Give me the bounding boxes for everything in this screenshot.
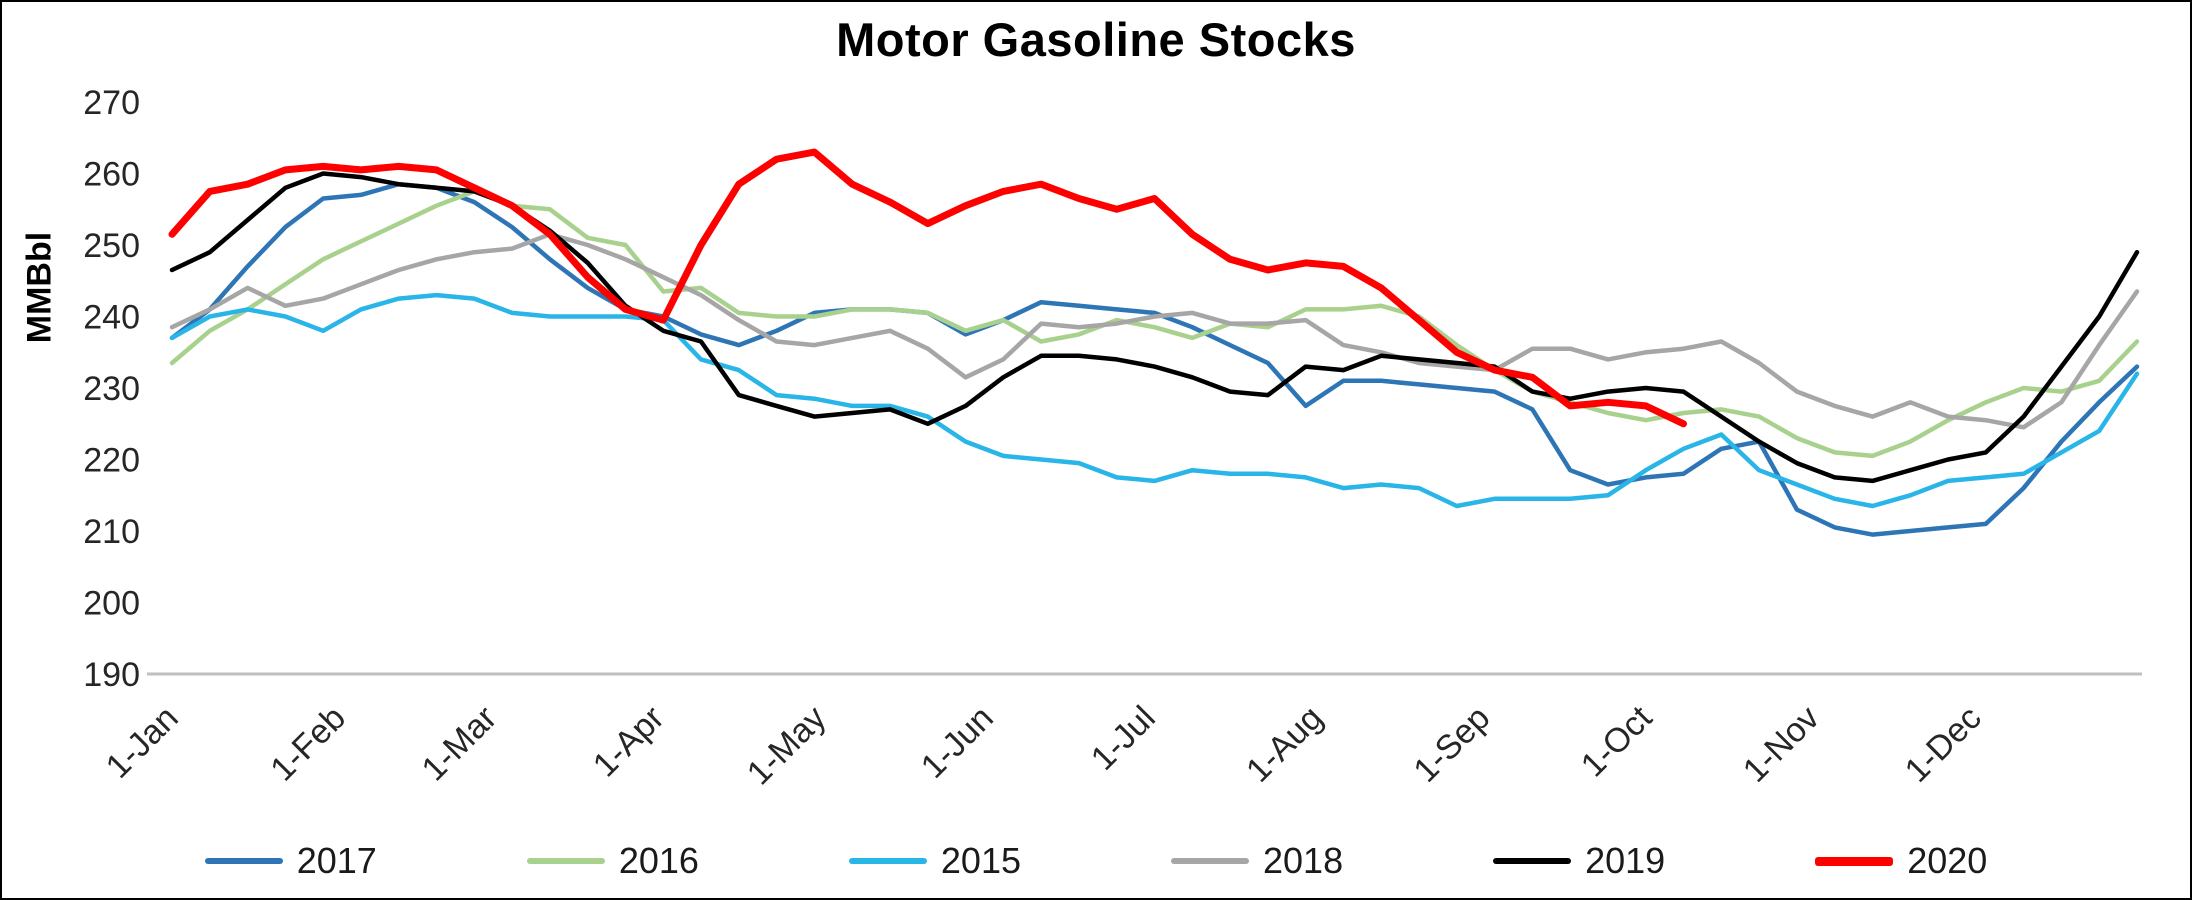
y-tick-label: 270 [83,84,140,122]
series-line-2020 [168,148,1687,428]
legend-swatch-2018 [1171,858,1249,864]
legend-swatch-2016 [526,858,605,864]
x-tick-label: 1-Oct [1574,698,1660,784]
y-tick-label: 260 [83,156,140,194]
x-tick-label: 1-Feb [263,699,353,789]
y-tick-label: 250 [83,227,140,265]
y-tick-label: 190 [83,656,140,694]
x-tick-label: 1-May [740,699,834,793]
legend-swatch-2015 [848,858,927,864]
legend-label: 2018 [1263,840,1344,881]
legend-label: 2019 [1585,840,1666,881]
legend-label: 2020 [1907,840,1988,881]
series-line-2015 [169,292,2140,509]
y-tick-label: 200 [83,585,140,623]
y-tick-label: 220 [83,442,140,480]
x-tick-label: 1-Aug [1239,699,1330,790]
y-tick-label: 230 [83,370,140,408]
x-tick-label: 1-Mar [415,699,505,789]
legend-swatch-2017 [204,858,283,864]
legend-item-2020: 2020 [1815,840,1987,882]
legend-swatch-2019 [1493,858,1572,864]
chart-title: Motor Gasoline Stocks [836,13,1356,66]
series-line-2017 [169,181,2140,537]
y-tick-label: 210 [83,513,140,551]
legend-item-2017: 2017 [204,840,377,882]
x-tick-label: 1-Sep [1406,699,1497,790]
series-line-2018 [169,232,2140,430]
chart-legend: 2017 2016 2015 2018 2019 2020 [2,840,2190,882]
legend-item-2018: 2018 [1171,840,1343,882]
legend-label: 2016 [618,840,699,881]
series-line-2016 [169,189,2140,459]
x-tick-label: 1-Jul [1084,699,1163,778]
x-tick-label: 1-Apr [586,699,672,785]
legend-item-2015: 2015 [848,840,1021,882]
legend-item-2016: 2016 [526,840,699,882]
y-tick-label: 240 [83,299,140,337]
legend-label: 2017 [296,840,377,881]
legend-item-2019: 2019 [1493,840,1665,882]
x-tick-label: 1-Nov [1736,699,1827,790]
x-tick-label: 1-Jan [99,699,186,786]
legend-label: 2015 [940,840,1021,881]
x-tick-label: 1-Dec [1898,699,1989,790]
legend-swatch-2020 [1815,856,1894,866]
x-tick-label: 1-Jun [914,699,1001,786]
